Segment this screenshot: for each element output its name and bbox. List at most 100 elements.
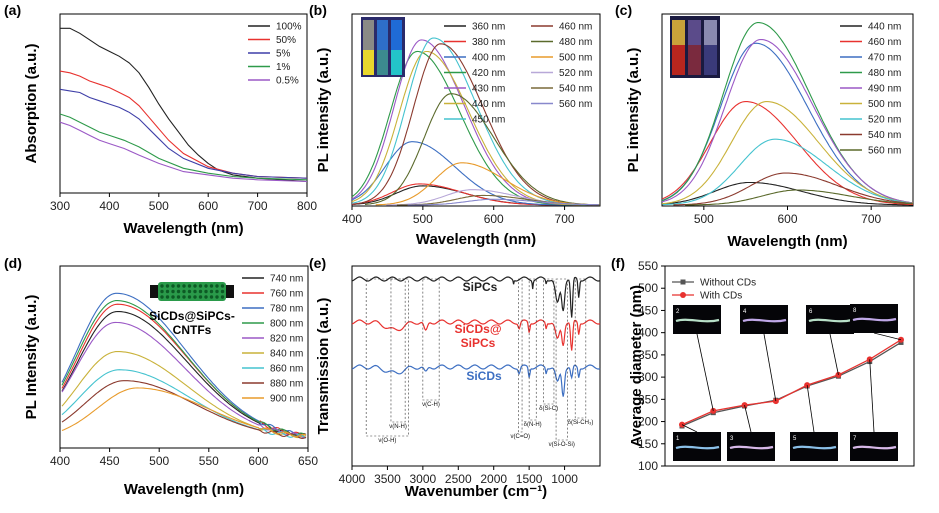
fiber-dot <box>171 289 175 294</box>
y-tick-label: 500 <box>638 281 658 295</box>
inset-number: 3 <box>730 436 734 442</box>
y-tick-label: 150 <box>638 437 658 451</box>
x-tick-label: 1000 <box>551 472 578 486</box>
fiber-dot <box>187 284 192 288</box>
legend-label: 5% <box>276 49 291 60</box>
inset-caption-line: SiCDs@SiPCs- <box>149 309 235 323</box>
inset-connector <box>681 424 698 433</box>
legend-label: 740 nm <box>270 274 303 285</box>
y-tick-label: 250 <box>638 392 658 406</box>
y-axis-title: PL intensity (a.u.) <box>315 48 332 173</box>
fiber-dot <box>209 284 214 288</box>
cuvette-vial <box>688 45 701 75</box>
fiber-dot <box>171 295 175 299</box>
legend-label: 440 nm <box>868 22 901 33</box>
fiber-photo-inset: 1 <box>673 432 721 461</box>
series-line-500 nm <box>661 101 914 205</box>
cuvette-vial <box>377 50 388 75</box>
band-marker <box>518 278 523 433</box>
legend-label: With CDs <box>700 291 742 302</box>
fiber-dot <box>187 289 192 294</box>
fiber-dot <box>198 295 203 299</box>
inset-connector <box>869 359 875 433</box>
band-label: δ(Si-CH₃) <box>568 420 594 426</box>
series-label-SiPCs: SiPCs <box>463 280 498 294</box>
series-line-5% <box>59 88 308 179</box>
x-tick-label: 650 <box>298 454 318 468</box>
legend-label: 880 nm <box>270 379 303 390</box>
fiber-dot <box>165 284 170 288</box>
band-label: ν(O-H) <box>378 438 396 444</box>
legend-label: 460 nm <box>559 22 592 33</box>
band-marker <box>543 278 555 405</box>
legend-label: 820 nm <box>270 334 303 345</box>
fiber-dot <box>182 295 186 299</box>
cuvette-photo <box>670 16 720 78</box>
cuvette-vial <box>363 50 374 75</box>
y-tick-label: 200 <box>638 415 658 429</box>
fiber-dot <box>165 295 170 299</box>
y-tick-label: 100 <box>638 459 658 473</box>
fiber-dot <box>165 289 170 294</box>
series-line-800 nm <box>61 300 307 436</box>
legend-label: 840 nm <box>270 349 303 360</box>
fiber-strand <box>852 445 897 450</box>
series-line-1% <box>59 113 308 181</box>
legend-label: 380 nm <box>472 37 505 48</box>
fiber-photo-inset: 4 <box>740 305 788 334</box>
fiber-photo-inset: 5 <box>790 432 838 461</box>
legend-label: 1% <box>276 62 291 73</box>
x-tick-label: 1500 <box>516 472 543 486</box>
y-tick-label: 450 <box>638 303 658 317</box>
x-axis-title: Wavelength (nm) <box>123 220 243 237</box>
legend-label: 860 nm <box>270 364 303 375</box>
series-line-100% <box>60 27 308 183</box>
series-label-line: SiPCs <box>461 336 496 350</box>
fiber-dot <box>220 284 225 288</box>
band-label: ν(Si-O-Si) <box>549 442 575 448</box>
legend-label: 430 nm <box>472 84 505 95</box>
legend-label: 440 nm <box>472 99 505 110</box>
panel-label-1: (b) <box>309 2 327 18</box>
legend-label: 540 nm <box>559 84 592 95</box>
band-label: δ(N-H) <box>524 422 542 428</box>
cuvette-vial <box>672 45 685 75</box>
fiber-dot <box>215 289 219 294</box>
x-tick-label: 450 <box>100 454 120 468</box>
cuvette-vial <box>704 45 717 75</box>
series-label-line: SiCDs@ <box>454 322 501 336</box>
fiber-photo-inset: 8 <box>850 304 898 333</box>
x-tick-label: 400 <box>342 212 362 226</box>
cuvette-vial <box>363 20 374 75</box>
inset-number: 1 <box>676 436 680 442</box>
legend-label: 50% <box>276 35 296 46</box>
inset-number: 8 <box>853 308 857 314</box>
x-tick-label: 300 <box>50 199 70 213</box>
legend-label: 100% <box>276 22 302 33</box>
legend-marker <box>680 292 686 298</box>
cuvette-vial <box>377 20 388 75</box>
legend-label: 760 nm <box>270 289 303 300</box>
cuvette-photo <box>361 17 405 77</box>
legend-label: 400 nm <box>472 53 505 64</box>
x-tick-label: 400 <box>50 454 70 468</box>
legend-label: 520 nm <box>559 68 592 79</box>
series-label-SiCDs: SiCDs <box>466 369 502 383</box>
y-axis-title: PL Intensity (a.u.) <box>23 295 40 420</box>
x-tick-label: 550 <box>199 454 219 468</box>
inset-caption: SiCDs@SiPCs-CNTFs <box>149 309 235 337</box>
x-tick-label: 700 <box>555 212 575 226</box>
cuvette-vial <box>391 20 402 75</box>
fiber-dot <box>182 284 186 288</box>
x-tick-label: 2500 <box>445 472 472 486</box>
series-line-440 nm <box>661 181 913 206</box>
legend-label: 800 nm <box>270 319 303 330</box>
legend-label: 450 nm <box>472 115 505 126</box>
series-line-900 nm <box>61 387 307 438</box>
fiber-photo-inset: 7 <box>850 432 898 461</box>
fiber-dot <box>160 289 164 294</box>
legend-label: 540 nm <box>868 130 901 141</box>
plot-frame-d <box>59 265 309 449</box>
x-axis-title: Wavelength (nm) <box>416 231 536 248</box>
